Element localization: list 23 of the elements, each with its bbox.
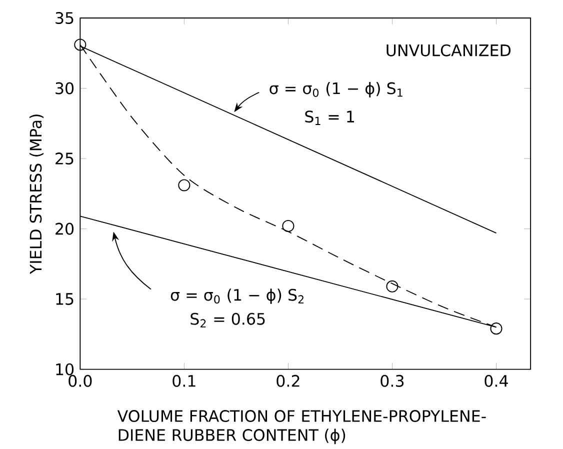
y-tick-label: 10	[56, 364, 74, 376]
x-tick-label: 0.4	[484, 375, 508, 388]
y-tick-label: 15	[56, 293, 74, 306]
annotation: S$_{2}$ = 0.65	[190, 313, 265, 328]
x-axis-title: VOLUME FRACTION OF ETHYLENE-PROPYLENE-DIENE RUBBER CONTENT (ϕ)	[117, 410, 486, 444]
annotation: σ = σ$_{0}$ (1 − ϕ) S$_{2}$	[170, 288, 304, 304]
point	[282, 220, 294, 232]
x-tick-label: 0.2	[276, 375, 300, 388]
y-tick-label: 25	[56, 152, 74, 165]
point	[490, 322, 502, 335]
y-axis-title: YIELD STRESS (MPa)	[29, 114, 44, 274]
annotation: σ = σ$_{0}$ (1 − ϕ) S$_{1}$	[270, 82, 402, 98]
point	[386, 280, 398, 293]
y-tick-label: 30	[56, 82, 74, 94]
x-tick-label: 0.0	[68, 375, 92, 388]
annotation: UNVULCANIZED	[386, 44, 511, 57]
x-tick-label: 0.1	[172, 375, 196, 388]
x-tick-label: 0.3	[380, 375, 404, 388]
annotation: S$_{1}$ = 1	[305, 110, 354, 126]
y-tick-label: 20	[56, 223, 74, 235]
point	[74, 38, 86, 51]
point	[178, 179, 190, 192]
y-tick-label: 35	[56, 12, 74, 24]
